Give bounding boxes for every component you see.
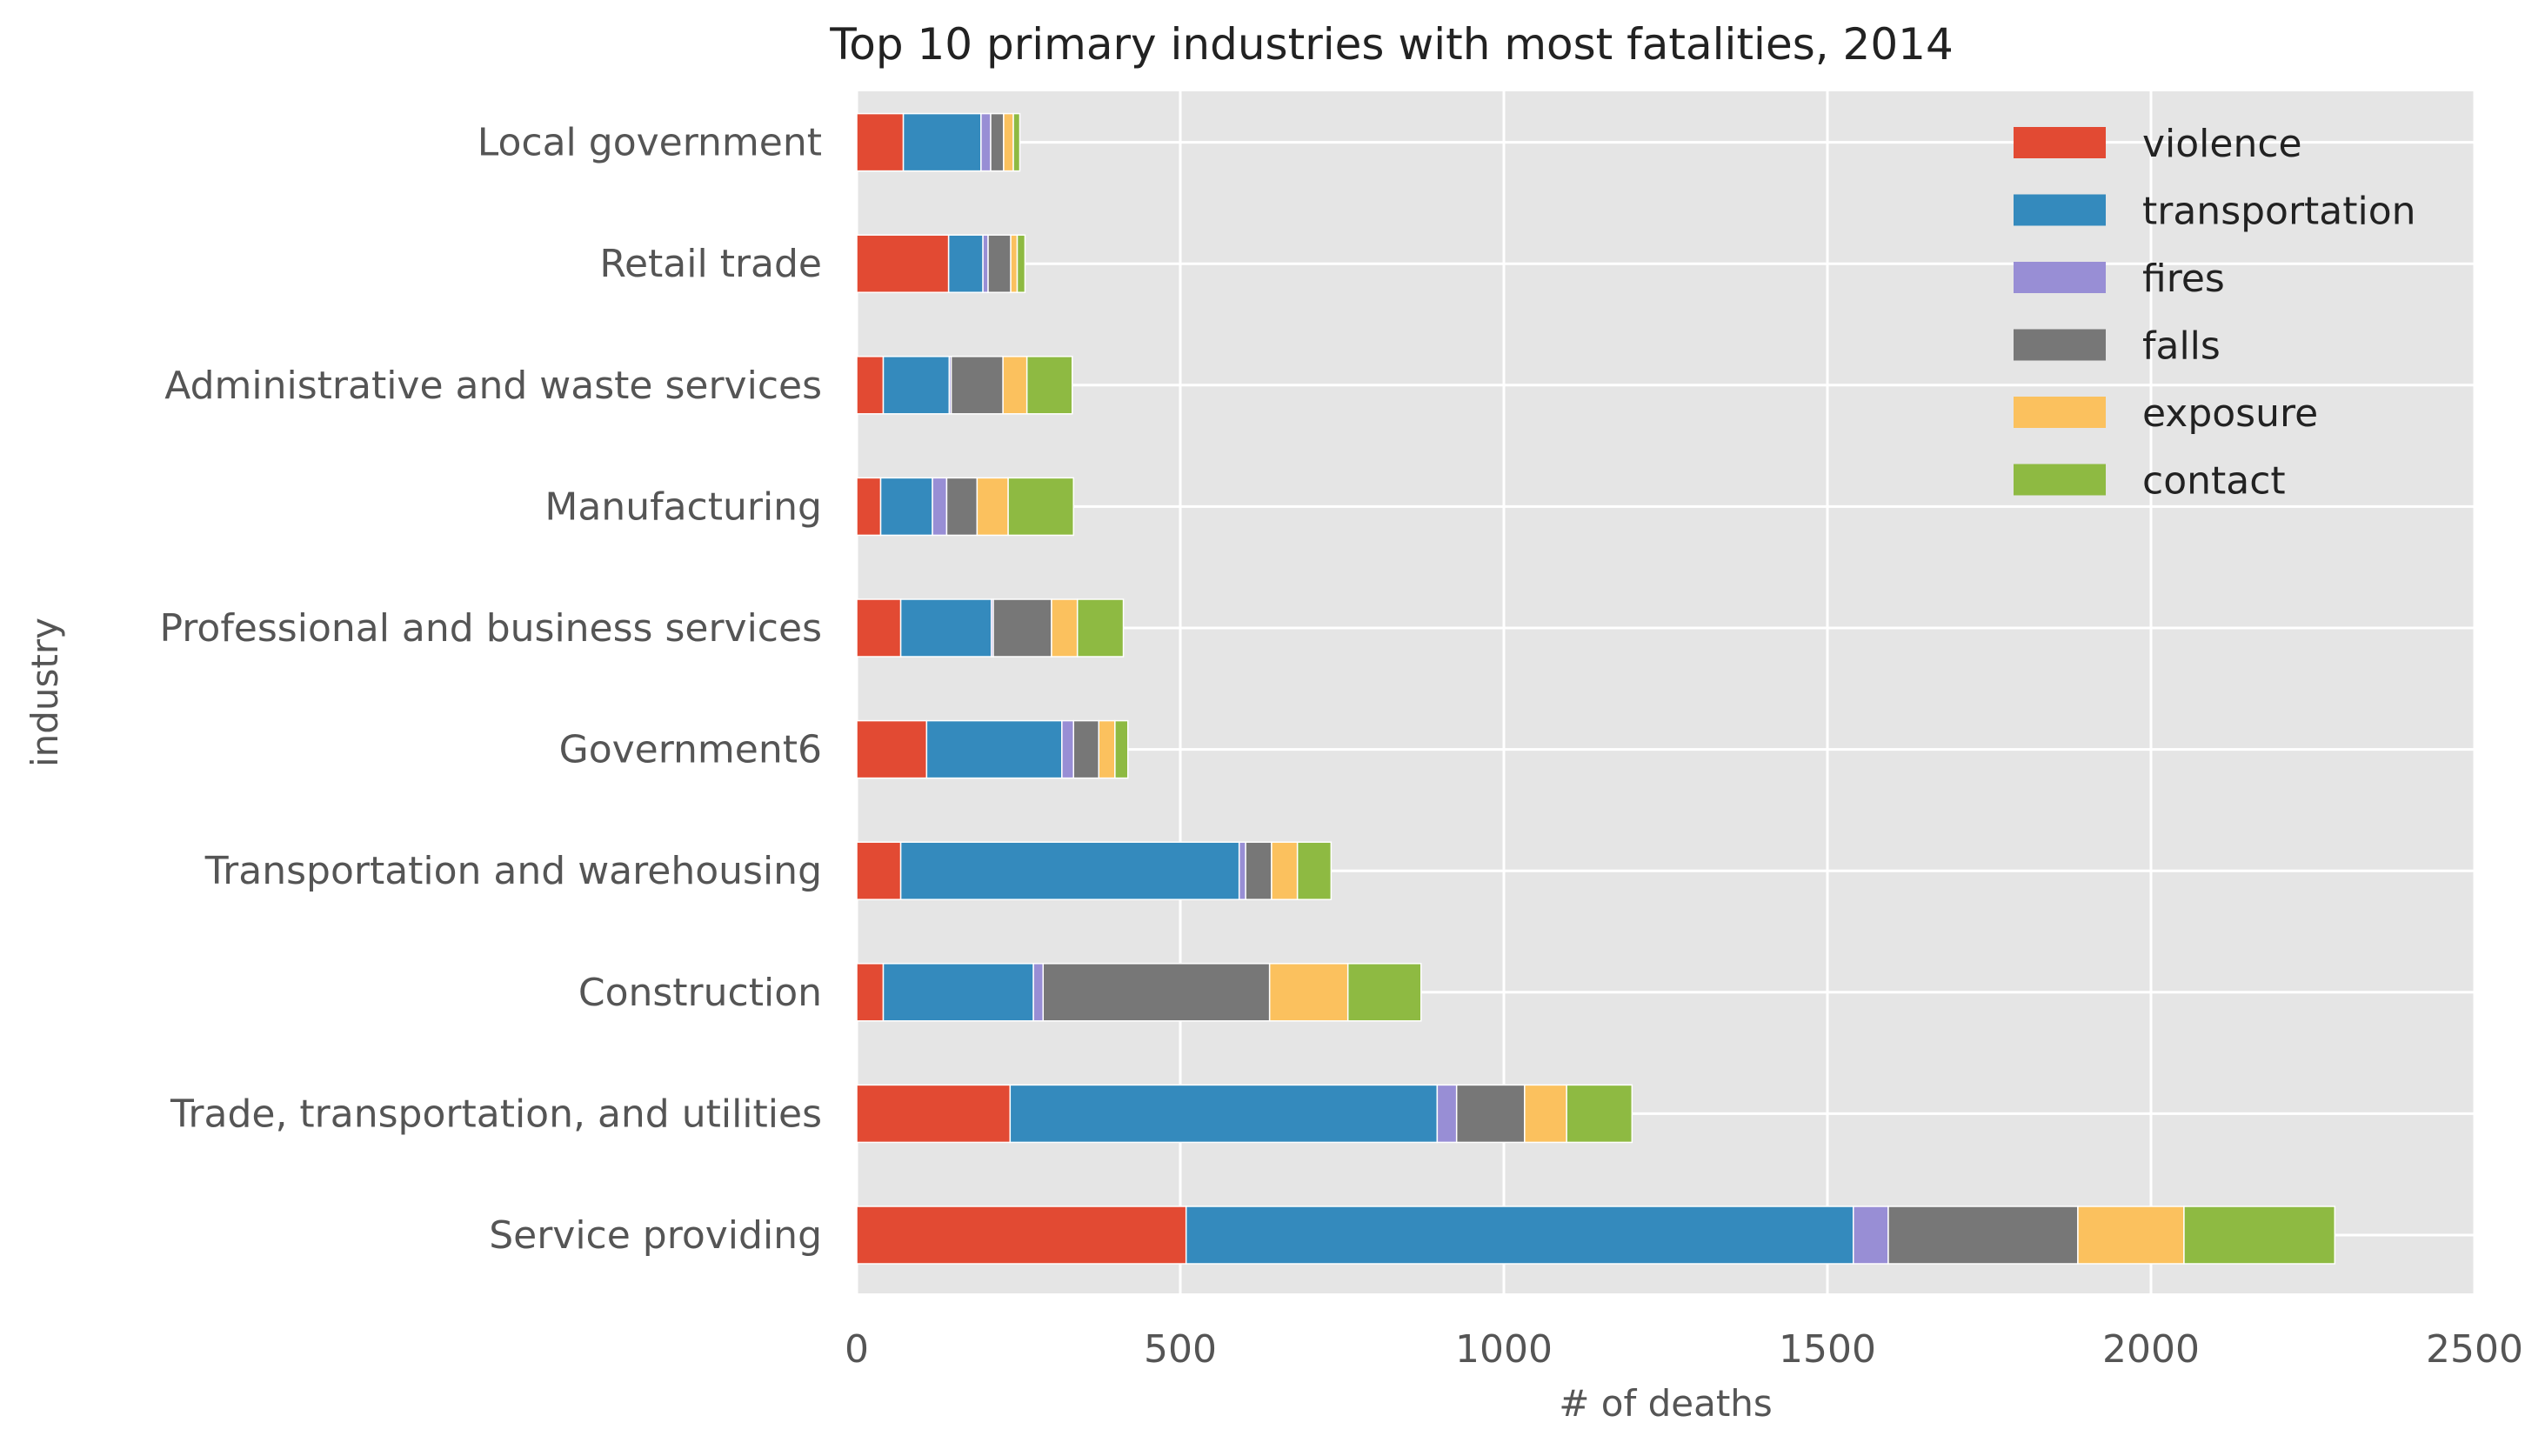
bar-transportation-1 bbox=[1009, 1084, 1439, 1144]
bar-exposure-1 bbox=[1524, 1084, 1567, 1144]
bar-fires-8 bbox=[982, 234, 989, 293]
bar-falls-9 bbox=[990, 112, 1005, 172]
bar-falls-2 bbox=[1042, 963, 1271, 1022]
bar-contact-2 bbox=[1346, 963, 1422, 1022]
bar-transportation-6 bbox=[879, 477, 933, 537]
bar-exposure-6 bbox=[976, 477, 1009, 537]
bar-fires-1 bbox=[1436, 1084, 1458, 1144]
bar-violence-6 bbox=[856, 477, 882, 537]
bar-transportation-5 bbox=[899, 598, 992, 658]
x-tick-label-4: 2000 bbox=[2102, 1327, 2200, 1372]
bar-violence-8 bbox=[856, 234, 950, 293]
legend-swatch-violence bbox=[2014, 127, 2106, 158]
bar-contact-7 bbox=[1025, 356, 1073, 415]
legend-swatch-exposure bbox=[2014, 397, 2106, 428]
y-axis-label: industry bbox=[23, 618, 66, 767]
bar-fires-9 bbox=[980, 112, 992, 172]
x-tick-label-0: 0 bbox=[845, 1327, 869, 1372]
legend-swatch-transportation bbox=[2014, 194, 2106, 226]
bar-transportation-8 bbox=[947, 234, 984, 293]
bar-exposure-0 bbox=[2077, 1206, 2185, 1265]
bar-contact-8 bbox=[1016, 234, 1026, 293]
bar-falls-4 bbox=[1072, 719, 1100, 779]
legend-label-transportation: transportation bbox=[2142, 190, 2416, 234]
category-label-7: Administrative and waste services bbox=[164, 364, 822, 408]
category-labels: Service providing Trade, transportation, … bbox=[160, 121, 822, 1258]
bar-transportation-2 bbox=[882, 963, 1034, 1022]
bar-falls-8 bbox=[987, 234, 1012, 293]
bar-fires-6 bbox=[932, 477, 948, 537]
legend-swatch-fires bbox=[2014, 262, 2106, 293]
bar-violence-2 bbox=[856, 963, 885, 1022]
category-label-2: Construction bbox=[578, 971, 822, 1015]
x-tick-label-2: 1000 bbox=[1455, 1327, 1553, 1372]
category-label-3: Transportation and warehousing bbox=[204, 849, 822, 893]
bar-transportation-3 bbox=[899, 841, 1240, 900]
category-label-4: Government6 bbox=[559, 728, 822, 772]
bar-violence-4 bbox=[856, 719, 928, 779]
bar-transportation-0 bbox=[1185, 1206, 1854, 1265]
bar-contact-1 bbox=[1566, 1084, 1633, 1144]
legend: violence transportation fires falls exposure… bbox=[2014, 122, 2416, 504]
legend-label-fires: fires bbox=[2142, 257, 2225, 301]
legend-label-contact: contact bbox=[2142, 459, 2286, 504]
bar-falls-5 bbox=[992, 598, 1052, 658]
bar-fires-0 bbox=[1853, 1206, 1889, 1265]
chart-title: Top 10 primary industries with most fata… bbox=[829, 19, 1954, 70]
legend-swatch-falls bbox=[2014, 329, 2106, 361]
bar-falls-3 bbox=[1245, 841, 1272, 900]
category-label-5: Professional and business services bbox=[160, 606, 822, 651]
x-tick-label-5: 2500 bbox=[2426, 1327, 2523, 1372]
bar-contact-4 bbox=[1114, 719, 1129, 779]
bar-contact-0 bbox=[2183, 1206, 2336, 1265]
bar-contact-9 bbox=[1012, 112, 1021, 172]
category-label-0: Service providing bbox=[489, 1213, 822, 1258]
bar-exposure-8 bbox=[1010, 234, 1019, 293]
bar-violence-0 bbox=[856, 1206, 1187, 1265]
bar-violence-1 bbox=[856, 1084, 1012, 1144]
bar-exposure-2 bbox=[1268, 963, 1349, 1022]
category-label-1: Trade, transportation, and utilities bbox=[170, 1092, 822, 1136]
bar-violence-5 bbox=[856, 598, 902, 658]
category-label-8: Retail trade bbox=[599, 242, 822, 286]
bar-exposure-3 bbox=[1271, 841, 1299, 900]
bar-falls-7 bbox=[950, 356, 1004, 415]
bar-falls-6 bbox=[945, 477, 979, 537]
bar-violence-9 bbox=[856, 112, 905, 172]
bar-falls-1 bbox=[1455, 1084, 1526, 1144]
legend-label-violence: violence bbox=[2142, 122, 2302, 166]
bar-transportation-7 bbox=[882, 356, 951, 415]
x-tick-label-1: 500 bbox=[1144, 1327, 1217, 1372]
bar-exposure-4 bbox=[1098, 719, 1116, 779]
legend-label-falls: falls bbox=[2142, 324, 2221, 369]
x-tick-label-3: 1500 bbox=[1779, 1327, 1876, 1372]
bar-violence-3 bbox=[856, 841, 902, 900]
bar-falls-0 bbox=[1887, 1206, 2079, 1265]
category-label-6: Manufacturing bbox=[544, 484, 822, 529]
x-tick-labels: 0 500 1000 1500 2000 2500 bbox=[845, 1327, 2523, 1372]
bar-fires-2 bbox=[1032, 963, 1045, 1022]
legend-swatch-contact bbox=[2014, 464, 2106, 496]
bar-contact-3 bbox=[1296, 841, 1333, 900]
bar-transportation-9 bbox=[902, 112, 982, 172]
bar-fires-3 bbox=[1238, 841, 1246, 900]
legend-label-exposure: exposure bbox=[2142, 391, 2318, 436]
x-axis-label: # of deaths bbox=[1559, 1382, 1773, 1425]
bar-violence-7 bbox=[856, 356, 885, 415]
bar-contact-5 bbox=[1076, 598, 1125, 658]
bar-transportation-4 bbox=[925, 719, 1063, 779]
bar-exposure-9 bbox=[1003, 112, 1014, 172]
category-label-9: Local government bbox=[478, 121, 822, 165]
bar-exposure-7 bbox=[1002, 356, 1028, 415]
bar-fires-4 bbox=[1061, 719, 1074, 779]
bars bbox=[856, 112, 2336, 1265]
bar-contact-6 bbox=[1007, 477, 1074, 537]
bar-exposure-5 bbox=[1051, 598, 1079, 658]
